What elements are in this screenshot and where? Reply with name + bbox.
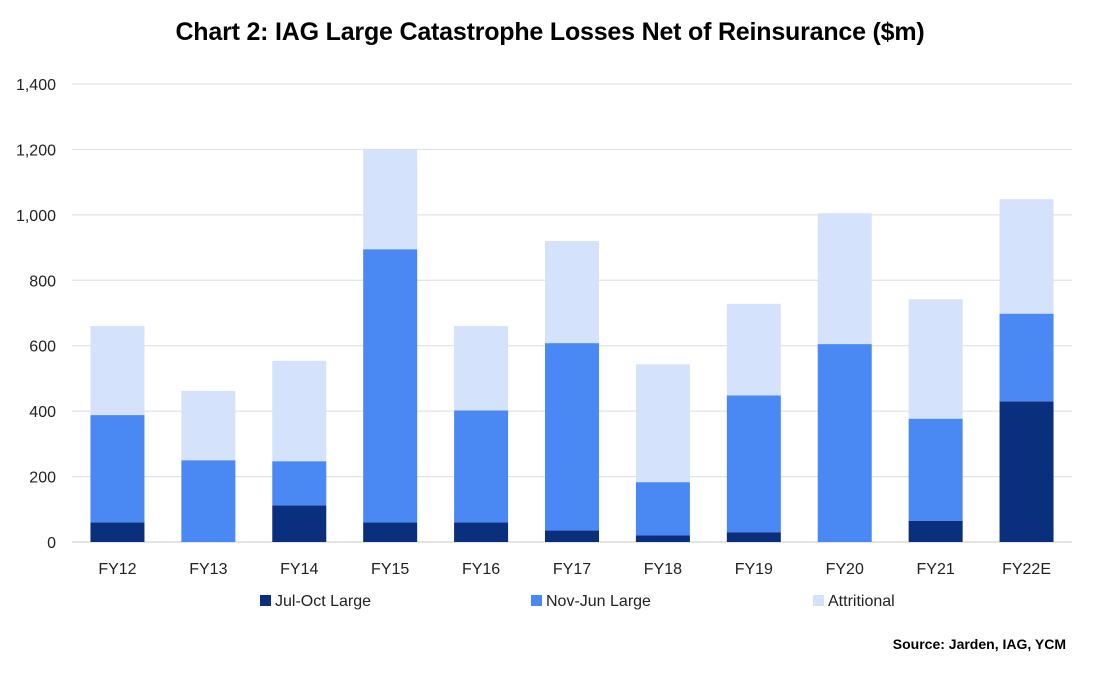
bar-segment-attritional [635, 364, 690, 483]
bar-segment-jul-oct-large [908, 520, 963, 542]
bar-segment-jul-oct-large [726, 532, 781, 542]
bar-segment-attritional [363, 149, 418, 250]
bar-segment-nov-jun-large [272, 461, 327, 506]
legend: Jul-Oct Large Nov-Jun Large Attritional [260, 593, 895, 610]
x-tick-label: FY15 [371, 561, 409, 578]
x-tick-label: FY12 [98, 561, 136, 578]
y-tick-label: 400 [29, 404, 56, 421]
bar-segment-jul-oct-large [635, 535, 690, 542]
x-tick-label: FY17 [553, 561, 591, 578]
bar-segment-jul-oct-large [272, 505, 327, 542]
x-tick-label: FY13 [189, 561, 227, 578]
y-tick-label: 1,400 [16, 77, 56, 94]
bar-segment-attritional [181, 390, 236, 461]
bar-segment-attritional [908, 299, 963, 419]
bar-segment-jul-oct-large [999, 401, 1054, 542]
legend-label: Attritional [828, 593, 895, 610]
bar-segment-nov-jun-large [363, 249, 418, 523]
x-axis: FY12 FY13 FY14 FY15 FY16 FY17 FY18 FY19 FY20 FY21… [98, 561, 1051, 578]
y-tick-label: 1,200 [16, 142, 56, 159]
legend-label: Jul-Oct Large [275, 593, 371, 610]
bar-segment-attritional [90, 326, 145, 416]
bar-segment-attritional [726, 303, 781, 396]
bars [90, 149, 1054, 542]
y-tick-label: 1,000 [16, 208, 56, 225]
bar-segment-nov-jun-large [999, 313, 1054, 402]
legend-label: Nov-Jun Large [546, 593, 651, 610]
y-tick-label: 200 [29, 470, 56, 487]
bar-segment-jul-oct-large [90, 522, 145, 542]
bar-segment-nov-jun-large [90, 415, 145, 523]
bar-segment-jul-oct-large [545, 530, 599, 542]
y-tick-label: 0 [47, 535, 56, 552]
bar-segment-attritional [454, 326, 509, 411]
y-tick-label: 800 [29, 273, 56, 290]
bar-segment-nov-jun-large [181, 460, 236, 542]
bar-segment-nov-jun-large [817, 344, 872, 542]
bar-segment-nov-jun-large [545, 343, 599, 531]
x-tick-label: FY21 [917, 561, 955, 578]
x-tick-label: FY20 [826, 561, 864, 578]
bar-segment-attritional [272, 360, 327, 462]
y-tick-label: 600 [29, 339, 56, 356]
bar-segment-nov-jun-large [908, 418, 963, 521]
chart-title: Chart 2: IAG Large Catastrophe Losses Ne… [175, 18, 925, 46]
y-axis: 0 200 400 600 800 1,000 1,200 1,400 [16, 77, 56, 552]
bar-segment-attritional [545, 241, 599, 344]
x-tick-label: FY22E [1002, 561, 1051, 578]
legend-swatch [531, 595, 542, 606]
bar-segment-nov-jun-large [635, 482, 690, 536]
bar-segment-nov-jun-large [454, 410, 509, 523]
bar-segment-jul-oct-large [454, 522, 509, 542]
bar-segment-jul-oct-large [363, 522, 418, 542]
x-tick-label: FY18 [644, 561, 682, 578]
x-tick-label: FY16 [462, 561, 500, 578]
source-note: Source: Jarden, IAG, YCM [892, 636, 1066, 652]
bar-segment-attritional [999, 199, 1054, 314]
legend-swatch [813, 595, 824, 606]
x-tick-label: FY19 [735, 561, 773, 578]
bar-segment-attritional [817, 213, 872, 345]
legend-swatch [260, 595, 271, 606]
x-tick-label: FY14 [280, 561, 318, 578]
bar-segment-nov-jun-large [726, 395, 781, 533]
